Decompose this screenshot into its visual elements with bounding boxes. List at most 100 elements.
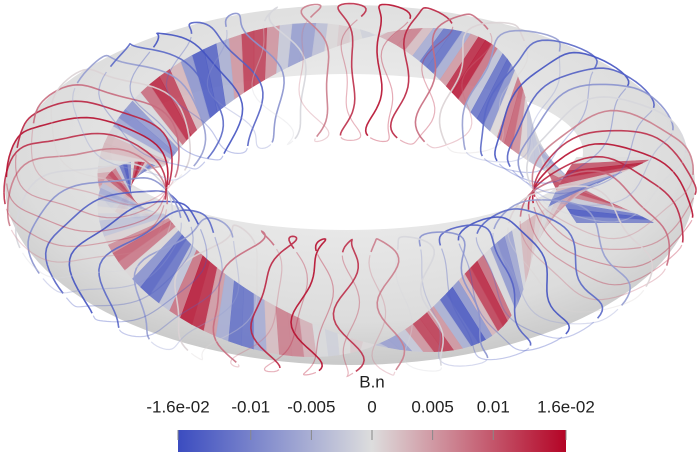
coil-back: [498, 88, 627, 184]
coil-back: [5, 205, 165, 248]
coil: [300, 3, 330, 138]
coil-back: [535, 197, 695, 250]
coil: [51, 68, 192, 171]
coil-back: [14, 154, 168, 219]
coil: [290, 238, 327, 372]
torus-scene: [3, 2, 697, 378]
coil: [224, 12, 285, 143]
coil-back: [426, 32, 493, 149]
coil-back: [512, 110, 653, 195]
coil-back: [532, 156, 686, 223]
coil: [152, 32, 244, 154]
torus-hole: [111, 74, 583, 230]
coil: [27, 176, 182, 274]
coil-back: [251, 24, 295, 146]
coil-back: [475, 237, 595, 339]
colorbar-tick-label: 1.6e-02: [537, 397, 595, 416]
coil-back: [441, 248, 530, 361]
coil-back: [302, 254, 335, 376]
coil: [14, 162, 174, 249]
coil: [16, 100, 173, 186]
coil: [479, 39, 598, 157]
coil: [263, 6, 307, 140]
coil: [476, 208, 604, 319]
coil: [519, 170, 671, 266]
coil: [457, 216, 571, 335]
coil-back: [118, 236, 223, 338]
coil: [531, 142, 694, 218]
coil-back: [483, 71, 594, 174]
coil: [389, 6, 453, 139]
coil: [506, 67, 655, 167]
coil: [507, 185, 654, 287]
coil: [438, 21, 526, 145]
colorbar-tick-label: -1.6e-02: [146, 397, 209, 416]
coil: [6, 147, 169, 227]
coil: [517, 83, 674, 178]
colorbar-tick-label: 0: [367, 397, 376, 416]
coil: [76, 54, 207, 167]
coil-back: [420, 249, 488, 367]
coil-back: [263, 251, 309, 373]
coil-back: [535, 179, 693, 240]
coil-back: [458, 243, 563, 352]
coil-back: [50, 107, 183, 193]
coil-back: [230, 248, 283, 368]
coil: [109, 42, 225, 159]
coil: [98, 209, 215, 328]
coil-back: [190, 247, 258, 361]
coil: [493, 199, 632, 306]
coil: [364, 3, 412, 137]
coil-back: [395, 252, 443, 372]
coil-back: [446, 44, 529, 154]
coil: [461, 29, 561, 151]
coil-back: [21, 215, 173, 279]
coil-back: [340, 19, 362, 142]
coil: [414, 13, 489, 143]
coil: [174, 224, 256, 352]
coil: [3, 132, 167, 205]
coil-back: [525, 133, 673, 206]
coil-back: [72, 87, 191, 181]
colorbar: [178, 430, 566, 452]
colorbar-title: B.n: [359, 372, 385, 391]
coil: [418, 231, 489, 359]
colorbar-tick-label: -0.01: [231, 397, 270, 416]
coil-back: [298, 20, 330, 143]
coil: [438, 224, 532, 346]
coil-back: [165, 36, 248, 155]
coil: [68, 200, 200, 314]
coil: [533, 129, 697, 197]
coil: [250, 235, 298, 369]
coil: [396, 235, 444, 366]
coil-back: [507, 227, 645, 313]
coil-back: [368, 255, 396, 376]
field-band: [571, 215, 654, 223]
coil: [32, 83, 180, 178]
field-band: [299, 318, 317, 358]
coil-back: [528, 213, 683, 286]
coil: [133, 217, 234, 340]
coil: [531, 109, 694, 193]
coil: [525, 96, 687, 186]
coil: [188, 21, 264, 147]
coil-back: [6, 183, 166, 233]
coil-back: [369, 21, 409, 143]
coil-back: [150, 241, 240, 351]
colorbar-tick-label: 0.005: [411, 397, 454, 416]
coil-back: [92, 229, 208, 323]
coil-back: [10, 209, 168, 263]
coil-back: [206, 29, 272, 150]
coil: [494, 51, 630, 162]
coil-back: [533, 206, 693, 269]
coil-back: [42, 222, 182, 294]
coil-back: [98, 71, 206, 170]
colorbar-tick-label: -0.005: [287, 397, 335, 416]
coil: [332, 238, 365, 373]
coil: [212, 230, 275, 363]
coil-back: [65, 226, 194, 308]
coil-back: [492, 232, 619, 325]
coil: [337, 2, 367, 136]
colorbar-tick-label: 0.01: [477, 397, 510, 416]
